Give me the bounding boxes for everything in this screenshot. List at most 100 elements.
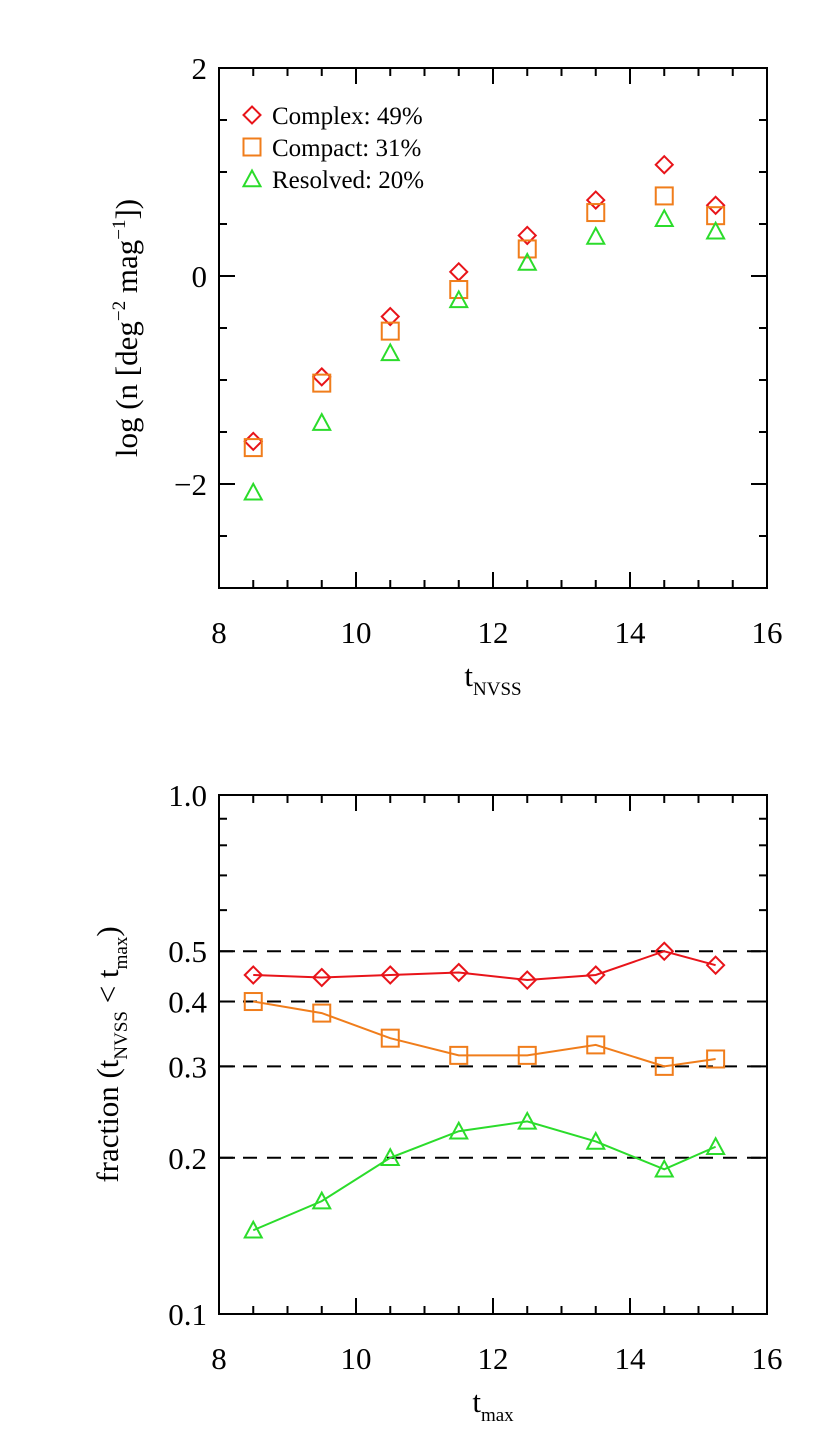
complex-series-line	[253, 950, 716, 982]
resolved-marker	[517, 251, 538, 271]
x-axis-label-sub: max	[481, 1405, 514, 1426]
complex-marker	[654, 941, 675, 962]
compact-series-line	[253, 1000, 716, 1068]
x-axis-label: tNVSS	[464, 658, 521, 700]
x-axis-label-sub: NVSS	[473, 679, 522, 700]
resolved-marker	[243, 1219, 264, 1239]
compact-marker	[706, 1049, 726, 1069]
legend-label-compact: Compact: 31%	[272, 135, 421, 162]
complex-marker	[517, 225, 538, 246]
y-tick-label: 0.1	[168, 1297, 207, 1332]
resolved-marker	[448, 1120, 469, 1140]
y-axis-label-sup2: −1	[109, 220, 130, 240]
y-axis-label: fraction (tNVSS < tmax)	[90, 926, 132, 1182]
x-tick-label: 14	[615, 1341, 647, 1376]
legend: Complex: 49% Compact: 31% Resolved: 20%	[241, 103, 424, 194]
compact-marker	[586, 203, 606, 223]
complex-marker	[705, 195, 726, 216]
y-tick-label: 1.0	[168, 778, 207, 813]
resolved-marker	[243, 481, 264, 501]
compact-marker	[586, 1035, 606, 1055]
complex-marker	[517, 970, 538, 990]
y-axis-label-prefix: fraction (t	[90, 1059, 125, 1182]
resolved-legend-marker	[241, 168, 263, 188]
complex-marker	[243, 965, 264, 985]
y-axis-label-suffix: )	[90, 926, 125, 936]
resolved-marker	[380, 342, 401, 362]
x-tick-label: 8	[211, 615, 227, 650]
complex-marker	[380, 306, 401, 327]
y-axis-label-suffix: ])	[109, 199, 144, 220]
compact-marker	[380, 1028, 400, 1048]
y-tick-label: 0.2	[168, 1141, 207, 1176]
x-tick-label: 10	[341, 1341, 372, 1376]
complex-legend-marker	[242, 105, 262, 125]
compact-marker	[312, 373, 332, 393]
resolved-marker	[705, 220, 726, 240]
resolved-marker	[448, 289, 469, 309]
x-tick-label: 16	[752, 1341, 783, 1376]
x-tick-label: 16	[752, 615, 783, 650]
complex-marker	[705, 955, 726, 976]
compact-marker	[517, 1045, 537, 1065]
resolved-marker	[380, 1147, 401, 1166]
y-axis-label-sup1: −2	[109, 301, 130, 321]
x-tick-label: 14	[615, 615, 647, 650]
x-axis-label-main: t	[464, 658, 473, 693]
resolved-marker	[517, 1110, 538, 1130]
compact-marker	[449, 1045, 469, 1065]
compact-marker	[654, 1056, 674, 1076]
complex-marker	[311, 366, 332, 387]
compact-legend-marker	[242, 137, 262, 157]
axis-ticks	[218, 794, 768, 1315]
x-tick-label: 12	[478, 1341, 509, 1376]
compact-marker	[380, 321, 400, 341]
tick-labels: 8 10 12 14 16 −2 0 2	[174, 51, 782, 650]
complex-marker	[585, 190, 606, 210]
axis-ticks	[218, 67, 768, 589]
y-axis-label-prefix: log (n [deg	[109, 321, 144, 457]
y-tick-label: 2	[192, 51, 208, 86]
resolved-marker	[311, 412, 332, 431]
complex-marker	[585, 965, 606, 985]
complex-marker	[243, 431, 264, 452]
complex-marker	[448, 261, 469, 282]
compact-marker	[312, 1003, 332, 1023]
y-axis-label-mid: mag	[109, 240, 144, 301]
y-tick-label: 0	[192, 259, 208, 294]
y-tick-label: 0.5	[168, 934, 207, 969]
resolved-marker	[311, 1190, 332, 1210]
panel-fraction: 8 10 12 14 16 0.1 0.2 0.3 0.4 0.5 1.0 tmax fractio…	[90, 778, 783, 1426]
resolved-marker	[654, 208, 675, 228]
y-tick-label: 0.3	[168, 1049, 207, 1084]
y-axis-label-mid: < t	[90, 969, 125, 1011]
x-tick-label: 8	[211, 1341, 227, 1376]
resolved-marker	[705, 1136, 726, 1155]
x-tick-label: 10	[341, 615, 372, 650]
panel-number-density: 8 10 12 14 16 −2 0 2 Complex: 49% Compact: 31% Re…	[109, 51, 783, 700]
resolved-marker	[654, 1158, 675, 1178]
compact-marker	[449, 280, 469, 300]
compact-marker	[517, 239, 537, 259]
resolved-marker	[585, 1130, 606, 1150]
compact-marker	[243, 438, 263, 458]
compact-marker	[654, 186, 674, 206]
x-tick-label: 12	[478, 615, 509, 650]
legend-label-resolved: Resolved: 20%	[272, 167, 424, 194]
complex-marker	[311, 967, 332, 988]
complex-marker	[448, 962, 469, 983]
resolved-marker	[585, 225, 606, 245]
reference-lines	[219, 950, 767, 1159]
legend-label-complex: Complex: 49%	[272, 103, 423, 130]
y-axis-label-sub1: NVSS	[111, 1011, 132, 1060]
x-axis-label: tmax	[472, 1384, 514, 1426]
tick-labels: 8 10 12 14 16 0.1 0.2 0.3 0.4 0.5 1.0	[168, 778, 782, 1376]
compact-marker	[243, 992, 263, 1012]
y-tick-label: 0.4	[168, 985, 207, 1020]
x-axis-label-main: t	[472, 1384, 481, 1419]
complex-marker	[380, 965, 401, 985]
y-tick-label: −2	[174, 467, 207, 502]
complex-marker	[654, 154, 675, 175]
y-axis-label: log (n [deg−2 mag−1])	[109, 199, 144, 457]
